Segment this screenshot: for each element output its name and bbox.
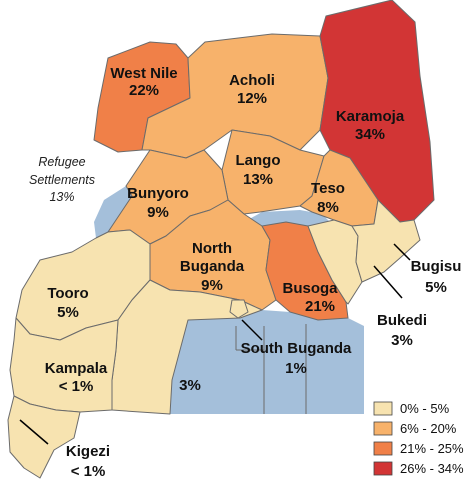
value-lango: 13% <box>243 171 273 188</box>
label-bukedi: Bukedi <box>377 312 427 329</box>
value-west-nile: 22% <box>129 82 159 99</box>
legend-label-1: 0% - 5% <box>400 401 450 416</box>
leader-lines <box>19 243 411 445</box>
value-north-buganda: 9% <box>201 277 223 294</box>
refugee-label-1: Refugee <box>38 155 85 169</box>
water-district-lines <box>235 324 307 414</box>
label-west-nile: West Nile <box>110 65 177 82</box>
legend-swatch-4 <box>373 461 393 476</box>
legend-swatch-2 <box>373 421 393 436</box>
label-busoga: Busoga <box>282 280 338 297</box>
value-bukedi: 3% <box>391 332 413 349</box>
legend-label-4: 26% - 34% <box>400 461 464 476</box>
value-kigezi: < 1% <box>71 463 106 480</box>
lake-victoria <box>170 310 364 414</box>
value-bunyoro: 9% <box>147 204 169 221</box>
label-bugisu: Bugisu <box>411 258 462 275</box>
regions-layer <box>7 0 435 479</box>
label-teso: Teso <box>311 180 345 197</box>
value-acholi: 12% <box>237 90 267 107</box>
region-kampala <box>229 299 249 319</box>
value-kampala: 1% <box>285 360 307 377</box>
lake-kyoga <box>244 210 330 226</box>
legend-swatch-1 <box>373 401 393 416</box>
label-bunyoro: Bunyoro <box>127 185 189 202</box>
label-karamoja: Karamoja <box>336 108 405 125</box>
value-ankole: < 1% <box>59 378 94 395</box>
region-ankole <box>9 317 119 413</box>
label-tooro: Tooro <box>47 285 88 302</box>
legend: 0% - 5% 6% - 20% 21% - 25% 26% - 34% <box>373 401 464 476</box>
label-north-buganda-1: North <box>192 240 232 257</box>
region-labels: West Nile 22% Acholi 12% Karamoja 34% La… <box>29 65 461 480</box>
value-bugisu: 5% <box>425 279 447 296</box>
refugee-label-2: Settlements <box>29 173 95 187</box>
region-bugisu <box>351 199 421 283</box>
lake-albert <box>94 186 132 238</box>
value-karamoja: 34% <box>355 126 385 143</box>
value-busoga: 21% <box>305 298 335 315</box>
refugee-value: 13% <box>49 190 74 204</box>
value-south-buganda: 3% <box>179 377 201 394</box>
value-teso: 8% <box>317 199 339 216</box>
water-bodies <box>94 186 364 414</box>
legend-label-3: 21% - 25% <box>400 441 464 456</box>
label-kigezi: Kigezi <box>66 443 110 460</box>
label-north-buganda-2: Buganda <box>180 258 245 275</box>
label-ankole: Kampala <box>45 360 108 377</box>
value-tooro: 5% <box>57 304 79 321</box>
label-lango: Lango <box>236 152 281 169</box>
legend-swatch-3 <box>373 441 393 456</box>
region-kigezi <box>7 395 81 479</box>
label-acholi: Acholi <box>229 72 275 89</box>
label-kampala: South Buganda <box>241 340 352 357</box>
legend-label-2: 6% - 20% <box>400 421 457 436</box>
